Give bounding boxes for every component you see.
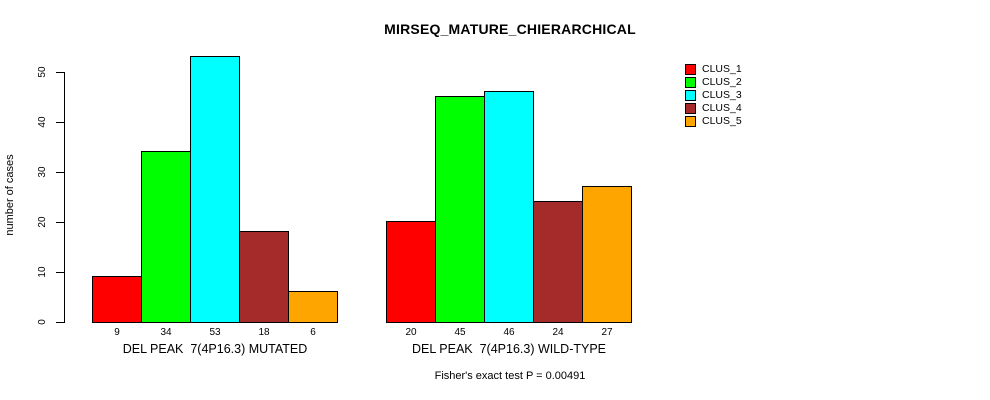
legend-swatch-clus_4 [685,103,696,114]
bar-wild-type-clus_1 [386,221,436,323]
bar-value-label: 27 [601,327,613,338]
bar-value-label: 18 [258,327,270,338]
bar-value-label: 34 [160,327,172,338]
legend-label-clus_1: CLUS_1 [702,63,742,75]
bar-wild-type-clus_4 [533,201,583,323]
y-axis-line [64,72,65,323]
y-tick-mark [56,222,64,223]
y-axis-title: number of cases [4,154,16,236]
caption: Fisher's exact test P = 0.00491 [434,370,586,382]
y-tick-label: 0 [36,319,48,325]
legend-label-clus_4: CLUS_4 [702,102,742,114]
legend-label-clus_5: CLUS_5 [702,115,742,127]
y-tick-label: 50 [36,66,48,78]
bar-wild-type-clus_3 [484,91,534,323]
bar-value-label: 20 [405,327,417,338]
y-tick-mark [56,322,64,323]
legend-swatch-clus_3 [685,90,696,101]
legend-swatch-clus_1 [685,64,696,75]
bar-wild-type-clus_5 [582,186,632,323]
bar-mutated-clus_1 [92,276,142,323]
group-label-wild-type: DEL PEAK 7(4P16.3) WILD-TYPE [411,342,607,356]
bar-value-label: 24 [552,327,564,338]
bar-wild-type-clus_2 [435,96,485,323]
bar-mutated-clus_5 [288,291,338,323]
y-tick-label: 30 [36,166,48,178]
chart-title: MIRSEQ_MATURE_CHIERARCHICAL [384,21,636,37]
y-tick-mark [56,172,64,173]
y-tick-mark [56,272,64,273]
legend-label-clus_3: CLUS_3 [702,89,742,101]
legend-label-clus_2: CLUS_2 [702,76,742,88]
bar-mutated-clus_4 [239,231,289,323]
y-tick-mark [56,72,64,73]
legend-swatch-clus_5 [685,116,696,127]
bar-value-label: 53 [209,327,221,338]
bar-mutated-clus_3 [190,56,240,323]
y-tick-mark [56,122,64,123]
bar-value-label: 46 [503,327,515,338]
y-tick-label: 10 [36,266,48,278]
y-tick-label: 40 [36,116,48,128]
bar-mutated-clus_2 [141,151,191,323]
y-tick-label: 20 [36,216,48,228]
bar-value-label: 45 [454,327,466,338]
legend-swatch-clus_2 [685,77,696,88]
group-label-mutated: DEL PEAK 7(4P16.3) MUTATED [122,342,308,356]
bar-value-label: 6 [310,327,316,338]
bar-value-label: 9 [114,327,120,338]
